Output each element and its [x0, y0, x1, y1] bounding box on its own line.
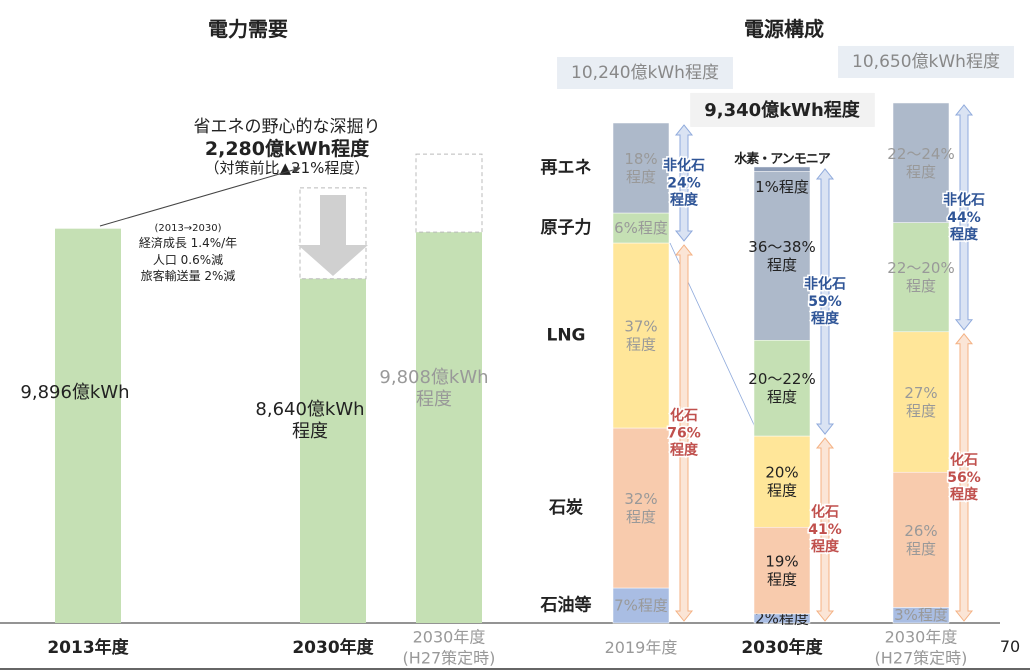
x-tick-label: 2013年度 [47, 637, 129, 658]
series-label: 原子力 [541, 217, 592, 238]
segment [612, 427, 670, 589]
segment-label: 18%程度 [624, 149, 657, 185]
segment-label: 20%程度 [765, 463, 798, 499]
segment-label: 37%程度 [624, 317, 657, 353]
x-tick-label: 2030年度 [292, 637, 374, 658]
group-name: 化石 [811, 504, 839, 521]
segment [612, 587, 670, 624]
segment [753, 435, 811, 528]
segment [892, 222, 950, 333]
segment [612, 122, 670, 214]
savings-box [299, 187, 367, 280]
chart-title: 電源構成 [744, 17, 824, 41]
total-label: 9,340億kWh程度 [704, 99, 861, 121]
group-name: 非化石 [663, 157, 705, 174]
trend-arrow [99, 166, 301, 227]
group-arrow [954, 332, 974, 622]
bar-value-label: 9,808億kWh 程度 [379, 367, 488, 410]
segment-label: 3%程度 [894, 606, 948, 624]
group-value: 59%程度 [808, 294, 842, 327]
series-label: 石炭 [548, 497, 583, 518]
segment-label: 36〜38%程度 [748, 237, 815, 273]
group-value: 76%程度 [667, 425, 701, 458]
total-box [557, 56, 733, 89]
segment-label: 22〜24%程度 [887, 144, 954, 180]
group-value: 24%程度 [667, 175, 701, 208]
group-value: 44%程度 [947, 210, 981, 243]
bar [55, 228, 121, 623]
segment-label: 7%程度 [614, 596, 668, 614]
total-label: 10,650億kWh程度 [852, 52, 1000, 72]
savings-box [415, 153, 483, 233]
group-arrow [815, 168, 835, 435]
segment-label: 20〜22%程度 [748, 370, 815, 406]
bar [300, 278, 366, 623]
page-number: 70 [1000, 637, 1020, 656]
driver-text: 人口 0.6%減 [153, 252, 223, 267]
bar [416, 232, 482, 623]
segment [753, 339, 811, 437]
segment-label: 27%程度 [904, 383, 937, 419]
bar-value-label: 9,896億kWh [20, 382, 129, 403]
series-label: 水素・アンモニア [734, 150, 830, 166]
group-name: 非化石 [943, 191, 985, 208]
x-tick-label: 2019年度 [605, 638, 678, 657]
segment-label: 6%程度 [614, 218, 668, 236]
x-tick-label: 2030年度(H27策定時) [875, 627, 968, 667]
x-tick-label: 2030年度 [741, 637, 823, 658]
segment-label: 26%程度 [904, 521, 937, 557]
x-tick-label: 2030年度(H27策定時) [403, 627, 496, 667]
series-label: 石油等 [540, 594, 592, 615]
group-value: 41%程度 [808, 522, 842, 555]
segment-label: 32%程度 [624, 489, 657, 525]
segment [892, 471, 950, 608]
group-arrow [674, 244, 694, 622]
segment [753, 171, 811, 341]
chart-title: 電力需要 [208, 17, 288, 41]
segment-label: 22〜20%程度 [887, 259, 954, 295]
segment [612, 212, 670, 244]
segment [753, 526, 811, 615]
group-arrow [815, 437, 835, 622]
group-arrow [674, 124, 694, 242]
group-name: 化石 [950, 451, 978, 468]
segment [892, 102, 950, 223]
series-label: LNG [546, 325, 585, 345]
group-name: 化石 [670, 407, 698, 424]
driver-text: 旅客輸送量 2%減 [141, 268, 236, 283]
bar-value-label: 8,640億kWh 程度 [255, 399, 364, 442]
segment [892, 331, 950, 473]
segment [753, 166, 811, 172]
total-box [690, 92, 875, 127]
annotation-ratio: （対策前比▲21%程度） [205, 159, 370, 177]
group-value: 56%程度 [947, 470, 981, 503]
total-box [838, 45, 1014, 78]
reduction-arrow [298, 195, 368, 276]
group-name: 非化石 [804, 275, 846, 292]
annotation-amount: 2,280億kWh程度 [205, 137, 370, 160]
segment-label: 1%程度 [755, 177, 809, 195]
total-label: 10,240億kWh程度 [571, 63, 719, 83]
driver-text: (2013→2030) [154, 223, 221, 234]
series-label: 再エネ [541, 158, 592, 178]
group-arrow [954, 104, 974, 331]
charts: 9,896億kWh 2013年度 8,640億kWh 程度 2030年度 9,808億kW… [20, 45, 1014, 667]
driver-text: 経済成長 1.4%/年 [139, 235, 237, 250]
annotation-title: 省エネの野心的な深掘り [194, 117, 381, 137]
segment-label: 19%程度 [765, 552, 798, 588]
